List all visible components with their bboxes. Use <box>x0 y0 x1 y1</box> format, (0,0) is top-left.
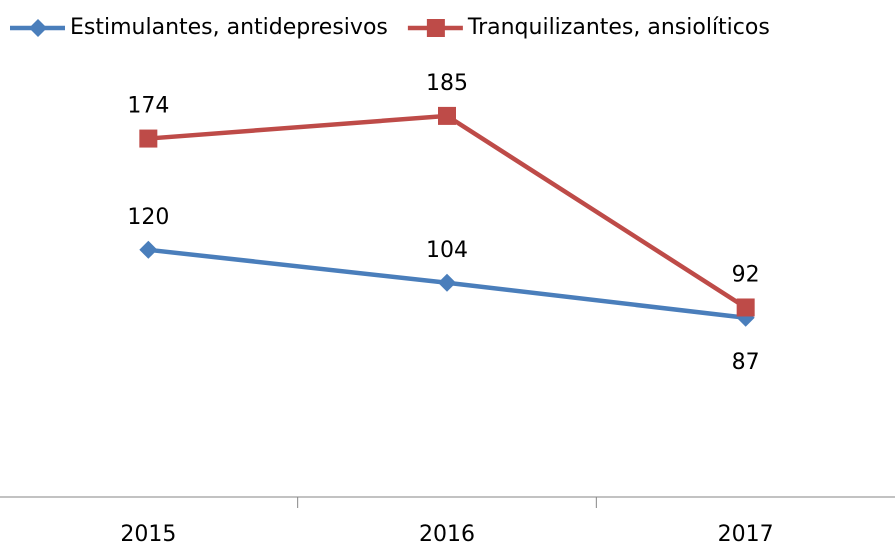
legend-label: Estimulantes, antidepresivos <box>70 15 388 40</box>
data-label: 120 <box>127 205 169 230</box>
legend-label: Tranquilizantes, ansiolíticos <box>467 15 770 40</box>
x-tick-label: 2015 <box>120 522 176 547</box>
marker <box>438 106 456 125</box>
data-label: 174 <box>127 94 169 119</box>
marker <box>736 298 755 317</box>
marker <box>29 19 47 37</box>
data-label: 87 <box>732 350 760 375</box>
x-tick-label: 2016 <box>419 522 475 547</box>
data-label: 92 <box>732 262 760 287</box>
marker <box>139 129 158 148</box>
marker <box>438 273 456 292</box>
x-tick-label: 2017 <box>718 522 774 547</box>
data-label: 104 <box>426 238 468 263</box>
data-label: 185 <box>426 71 468 96</box>
marker <box>426 19 445 37</box>
marker <box>139 240 158 259</box>
